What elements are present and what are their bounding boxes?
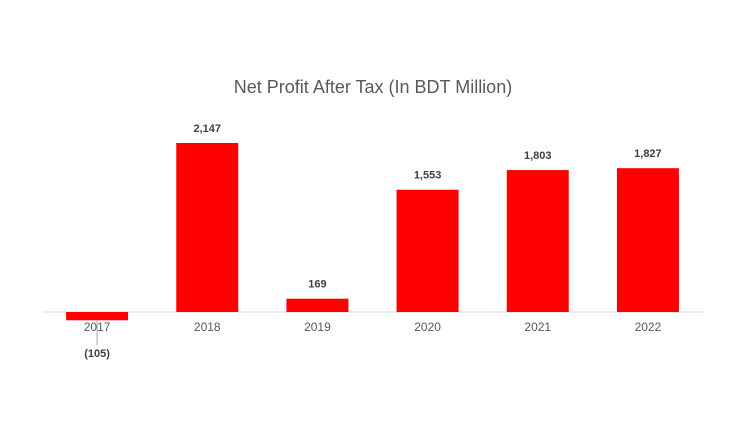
data-label: 1,553 — [414, 170, 442, 182]
x-tick-label: 2018 — [194, 320, 221, 334]
bar — [66, 312, 129, 321]
x-tick-label: 2021 — [524, 320, 551, 334]
data-label: 1,827 — [634, 148, 662, 160]
bar — [396, 189, 459, 312]
bar — [506, 170, 569, 312]
x-tick-label: 2022 — [635, 320, 662, 334]
x-tick-label: 2019 — [304, 320, 331, 334]
bar — [616, 168, 679, 312]
bar — [286, 298, 349, 312]
bar — [176, 143, 239, 312]
data-label: 2,147 — [193, 123, 221, 135]
x-tick-label: 2020 — [414, 320, 441, 334]
chart-title: Net Profit After Tax (In BDT Million) — [234, 77, 512, 97]
data-label: (105) — [84, 348, 110, 360]
data-label: 169 — [308, 279, 326, 291]
data-label: 1,803 — [524, 150, 552, 162]
